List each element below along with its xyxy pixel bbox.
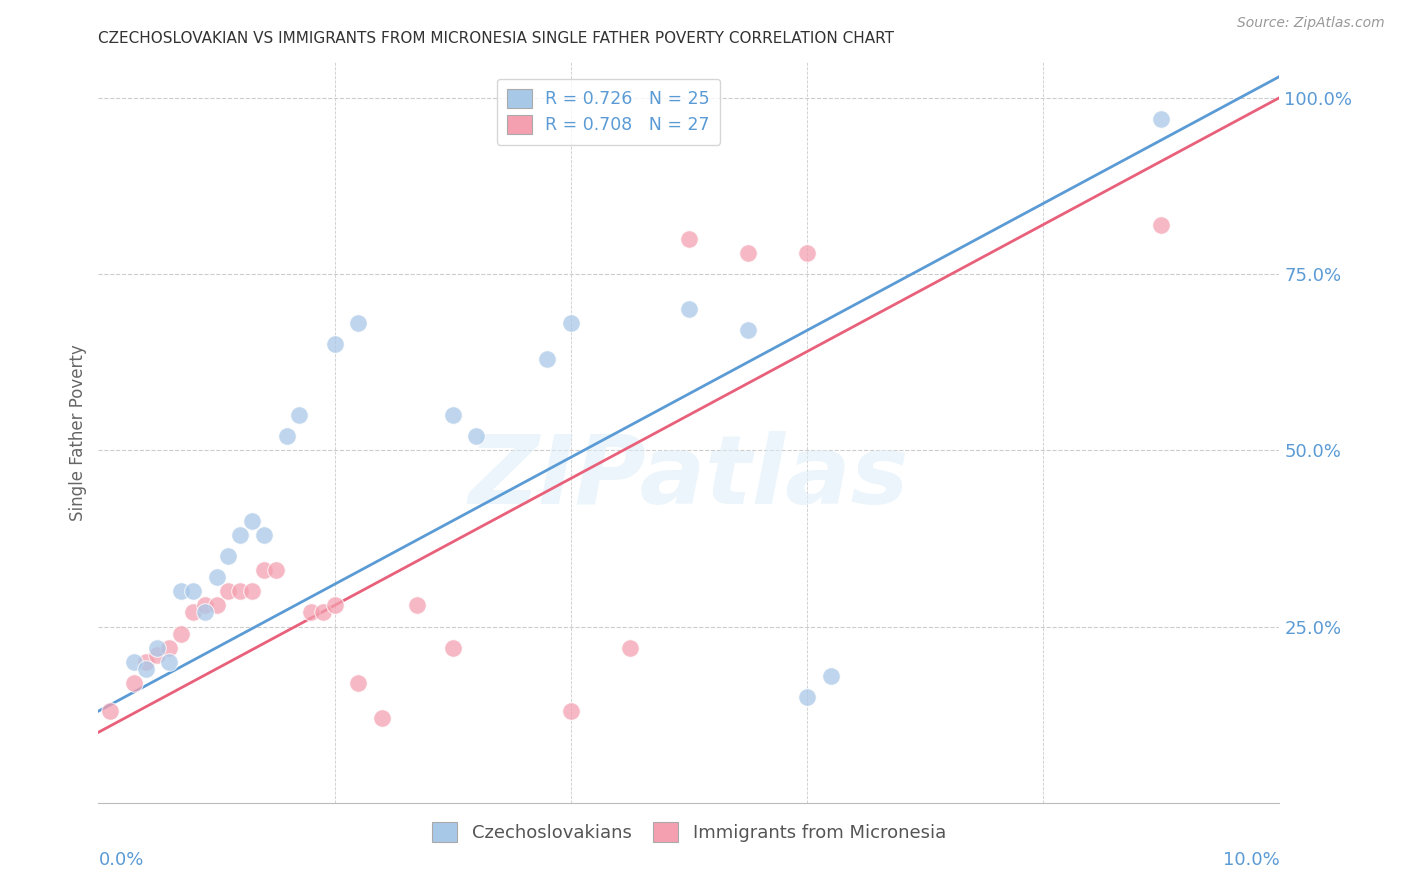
Point xyxy=(312,606,335,620)
Y-axis label: Single Father Poverty: Single Father Poverty xyxy=(69,344,87,521)
Point xyxy=(323,337,346,351)
Point xyxy=(157,640,180,655)
Point xyxy=(229,584,252,599)
Point xyxy=(240,514,263,528)
Point xyxy=(560,316,582,330)
Point xyxy=(157,655,180,669)
Point xyxy=(229,528,252,542)
Point xyxy=(217,549,239,563)
Point xyxy=(276,429,298,443)
Point xyxy=(347,676,370,690)
Point xyxy=(678,302,700,317)
Text: 0.0%: 0.0% xyxy=(98,851,143,869)
Point xyxy=(122,655,145,669)
Point xyxy=(1150,218,1173,232)
Point xyxy=(146,648,169,662)
Legend: Czechoslovakians, Immigrants from Micronesia: Czechoslovakians, Immigrants from Micron… xyxy=(425,815,953,849)
Point xyxy=(135,662,157,676)
Point xyxy=(441,408,464,422)
Point xyxy=(253,528,276,542)
Point xyxy=(737,245,759,260)
Point xyxy=(170,626,193,640)
Point xyxy=(465,429,488,443)
Text: ZIPatlas: ZIPatlas xyxy=(468,431,910,524)
Point xyxy=(737,323,759,337)
Point xyxy=(299,606,322,620)
Point xyxy=(560,704,582,718)
Point xyxy=(217,584,239,599)
Point xyxy=(796,690,818,704)
Point xyxy=(205,599,228,613)
Point xyxy=(371,711,394,725)
Point xyxy=(205,570,228,584)
Point xyxy=(536,351,558,366)
Text: Source: ZipAtlas.com: Source: ZipAtlas.com xyxy=(1237,16,1385,30)
Point xyxy=(146,640,169,655)
Point xyxy=(135,655,157,669)
Point xyxy=(170,584,193,599)
Point xyxy=(264,563,287,577)
Point xyxy=(619,640,641,655)
Point xyxy=(194,606,217,620)
Point xyxy=(347,316,370,330)
Point xyxy=(288,408,311,422)
Point xyxy=(323,599,346,613)
Text: 10.0%: 10.0% xyxy=(1223,851,1279,869)
Text: CZECHOSLOVAKIAN VS IMMIGRANTS FROM MICRONESIA SINGLE FATHER POVERTY CORRELATION : CZECHOSLOVAKIAN VS IMMIGRANTS FROM MICRO… xyxy=(98,31,894,46)
Point xyxy=(181,584,204,599)
Point xyxy=(678,232,700,246)
Point xyxy=(441,640,464,655)
Point xyxy=(194,599,217,613)
Point xyxy=(122,676,145,690)
Point xyxy=(796,245,818,260)
Point xyxy=(820,669,842,683)
Point xyxy=(240,584,263,599)
Point xyxy=(1150,112,1173,126)
Point xyxy=(253,563,276,577)
Point xyxy=(98,704,121,718)
Point xyxy=(406,599,429,613)
Point xyxy=(181,606,204,620)
